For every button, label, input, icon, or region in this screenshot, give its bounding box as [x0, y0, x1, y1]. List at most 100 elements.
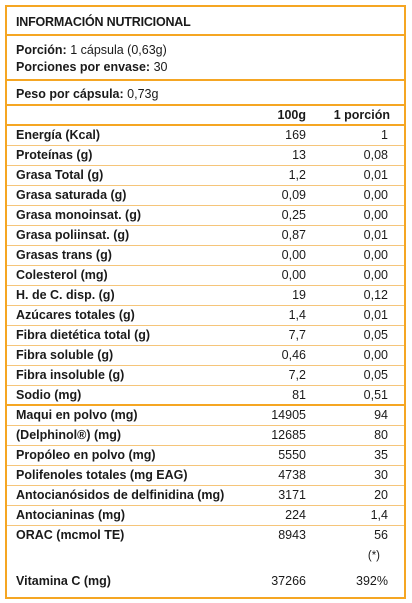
servings-per-container-label: Porciones por envase: [16, 60, 151, 74]
column-header-row: 100g 1 porción [7, 106, 404, 126]
table-row: Proteínas (g) 13 0,08 [7, 146, 404, 166]
row-value-100g: 0,87 [281, 228, 306, 242]
table-row: Propóleo en polvo (mg) 5550 35 [7, 446, 404, 466]
row-label: Antocianósidos de delfinidina (mg) [16, 488, 225, 502]
row-label: Grasa monoinsat. (g) [16, 208, 142, 222]
serving-info: Porción: 1 cápsula (0,63g) Porciones por… [7, 36, 404, 81]
row-value-100g: 169 [285, 128, 306, 142]
table-row: Antocianinas (mg) 224 1,4 [7, 506, 404, 526]
footnote-marker: (*) [367, 550, 380, 562]
row-value-portion: 0,01 [363, 228, 388, 242]
row-value-portion: 0,12 [363, 288, 388, 302]
row-value-portion: 0,51 [363, 388, 388, 402]
serving-size-label: Porción: [16, 43, 67, 57]
row-value-100g: 0,09 [281, 188, 306, 202]
row-label: Fibra dietética total (g) [16, 328, 151, 342]
row-value-portion: 20 [374, 488, 388, 502]
row-value-portion: 0,00 [363, 268, 388, 282]
row-value-portion: 35 [374, 448, 388, 462]
vitamin-value-100g: 37266 [271, 574, 306, 588]
table-row: Energía (Kcal) 169 1 [7, 126, 404, 146]
row-label: H. de C. disp. (g) [16, 288, 115, 302]
row-value-portion: 0,00 [363, 248, 388, 262]
row-value-100g: 224 [285, 508, 306, 522]
row-value-portion: 1 [381, 128, 388, 142]
capsule-weight-label: Peso por cápsula: [16, 87, 124, 101]
row-value-100g: 7,2 [288, 368, 306, 382]
row-label: Proteínas (g) [16, 148, 93, 162]
row-value-100g: 0,46 [281, 348, 306, 362]
row-label: ORAC (mcmol TE) [16, 528, 125, 542]
capsule-weight-value: 0,73g [127, 87, 159, 101]
row-label: Fibra insoluble (g) [16, 368, 125, 382]
row-label: Energía (Kcal) [16, 128, 101, 142]
row-value-100g: 4738 [278, 468, 306, 482]
row-value-100g: 1,4 [288, 308, 306, 322]
row-value-100g: 0,00 [281, 268, 306, 282]
table-row: Maqui en polvo (mg) 14905 94 [7, 406, 404, 426]
row-label: Colesterol (mg) [16, 268, 108, 282]
row-value-portion: 80 [374, 428, 388, 442]
table-row: Grasa monoinsat. (g) 0,25 0,00 [7, 206, 404, 226]
row-value-portion: 30 [374, 468, 388, 482]
row-value-portion: 0,01 [363, 308, 388, 322]
row-value-portion: 56 [374, 528, 388, 542]
row-value-portion: 0,01 [363, 168, 388, 182]
table-row: Fibra soluble (g) 0,46 0,00 [7, 346, 404, 366]
table-row: Grasa poliinsat. (g) 0,87 0,01 [7, 226, 404, 246]
row-value-100g: 19 [292, 288, 306, 302]
table-row: Azúcares totales (g) 1,4 0,01 [7, 306, 404, 326]
table-row: Antocianósidos de delfinidina (mg) 3171 20 [7, 486, 404, 506]
footnote-row: (*) [7, 546, 404, 572]
row-value-100g: 0,25 [281, 208, 306, 222]
table-row: H. de C. disp. (g) 19 0,12 [7, 286, 404, 306]
row-value-100g: 12685 [271, 428, 306, 442]
panel-title: INFORMACIÓN NUTRICIONAL [7, 7, 404, 36]
row-label: Grasa saturada (g) [16, 188, 127, 202]
row-value-portion: 0,00 [363, 188, 388, 202]
row-label: Maqui en polvo (mg) [16, 408, 138, 422]
table-row: Colesterol (mg) 0,00 0,00 [7, 266, 404, 286]
row-label: Azúcares totales (g) [16, 308, 135, 322]
row-label: Antocianinas (mg) [16, 508, 126, 522]
vitamin-name: Vitamina C (mg) [16, 574, 111, 588]
row-value-portion: 1,4 [370, 508, 388, 522]
row-label: Grasa poliinsat. (g) [16, 228, 130, 242]
table-row: Grasa Total (g) 1,2 0,01 [7, 166, 404, 186]
row-value-portion: 94 [374, 408, 388, 422]
row-label: Grasas trans (g) [16, 248, 112, 262]
table-row: Fibra insoluble (g) 7,2 0,05 [7, 366, 404, 386]
row-label: Fibra soluble (g) [16, 348, 114, 362]
row-value-portion: 0,00 [363, 348, 388, 362]
table-row: Polifenoles totales (mg EAG) 4738 30 [7, 466, 404, 486]
row-value-100g: 5550 [278, 448, 306, 462]
actives-table: Maqui en polvo (mg) 14905 94 (Delphinol®) (… [7, 406, 404, 546]
row-value-100g: 1,2 [288, 168, 306, 182]
table-row: ORAC (mcmol TE) 8943 56 [7, 526, 404, 546]
row-value-portion: 0,05 [363, 328, 388, 342]
row-value-portion: 0,00 [363, 208, 388, 222]
column-header-100g: 100g [277, 108, 307, 122]
row-value-100g: 7,7 [288, 328, 306, 342]
row-value-100g: 8943 [278, 528, 306, 542]
row-value-portion: 0,05 [363, 368, 388, 382]
row-value-100g: 3171 [278, 488, 306, 502]
serving-size-line: Porción: 1 cápsula (0,63g) [16, 42, 404, 59]
servings-per-container-line: Porciones por envase: 30 [16, 59, 404, 76]
table-row: (Delphinol®) (mg) 12685 80 [7, 426, 404, 446]
row-label: (Delphinol®) (mg) [16, 428, 122, 442]
vitamin-value-portion: 392% [356, 574, 388, 588]
column-header-portion: 1 porción [333, 108, 390, 122]
row-label: Propóleo en polvo (mg) [16, 448, 156, 462]
nutrition-facts-panel: INFORMACIÓN NUTRICIONAL Porción: 1 cápsu… [5, 5, 406, 599]
table-row: Fibra dietética total (g) 7,7 0,05 [7, 326, 404, 346]
table-row: Grasas trans (g) 0,00 0,00 [7, 246, 404, 266]
vitamin-row: Vitamina C (mg) 37266 392% [7, 572, 404, 592]
row-value-portion: 0,08 [363, 148, 388, 162]
row-label: Polifenoles totales (mg EAG) [16, 468, 188, 482]
row-label: Grasa Total (g) [16, 168, 104, 182]
servings-per-container-value: 30 [153, 60, 168, 74]
row-value-100g: 0,00 [281, 248, 306, 262]
serving-size-value: 1 cápsula (0,63g) [70, 43, 167, 57]
nutrient-table: Energía (Kcal) 169 1 Proteínas (g) 13 0,08 Gra… [7, 126, 404, 406]
